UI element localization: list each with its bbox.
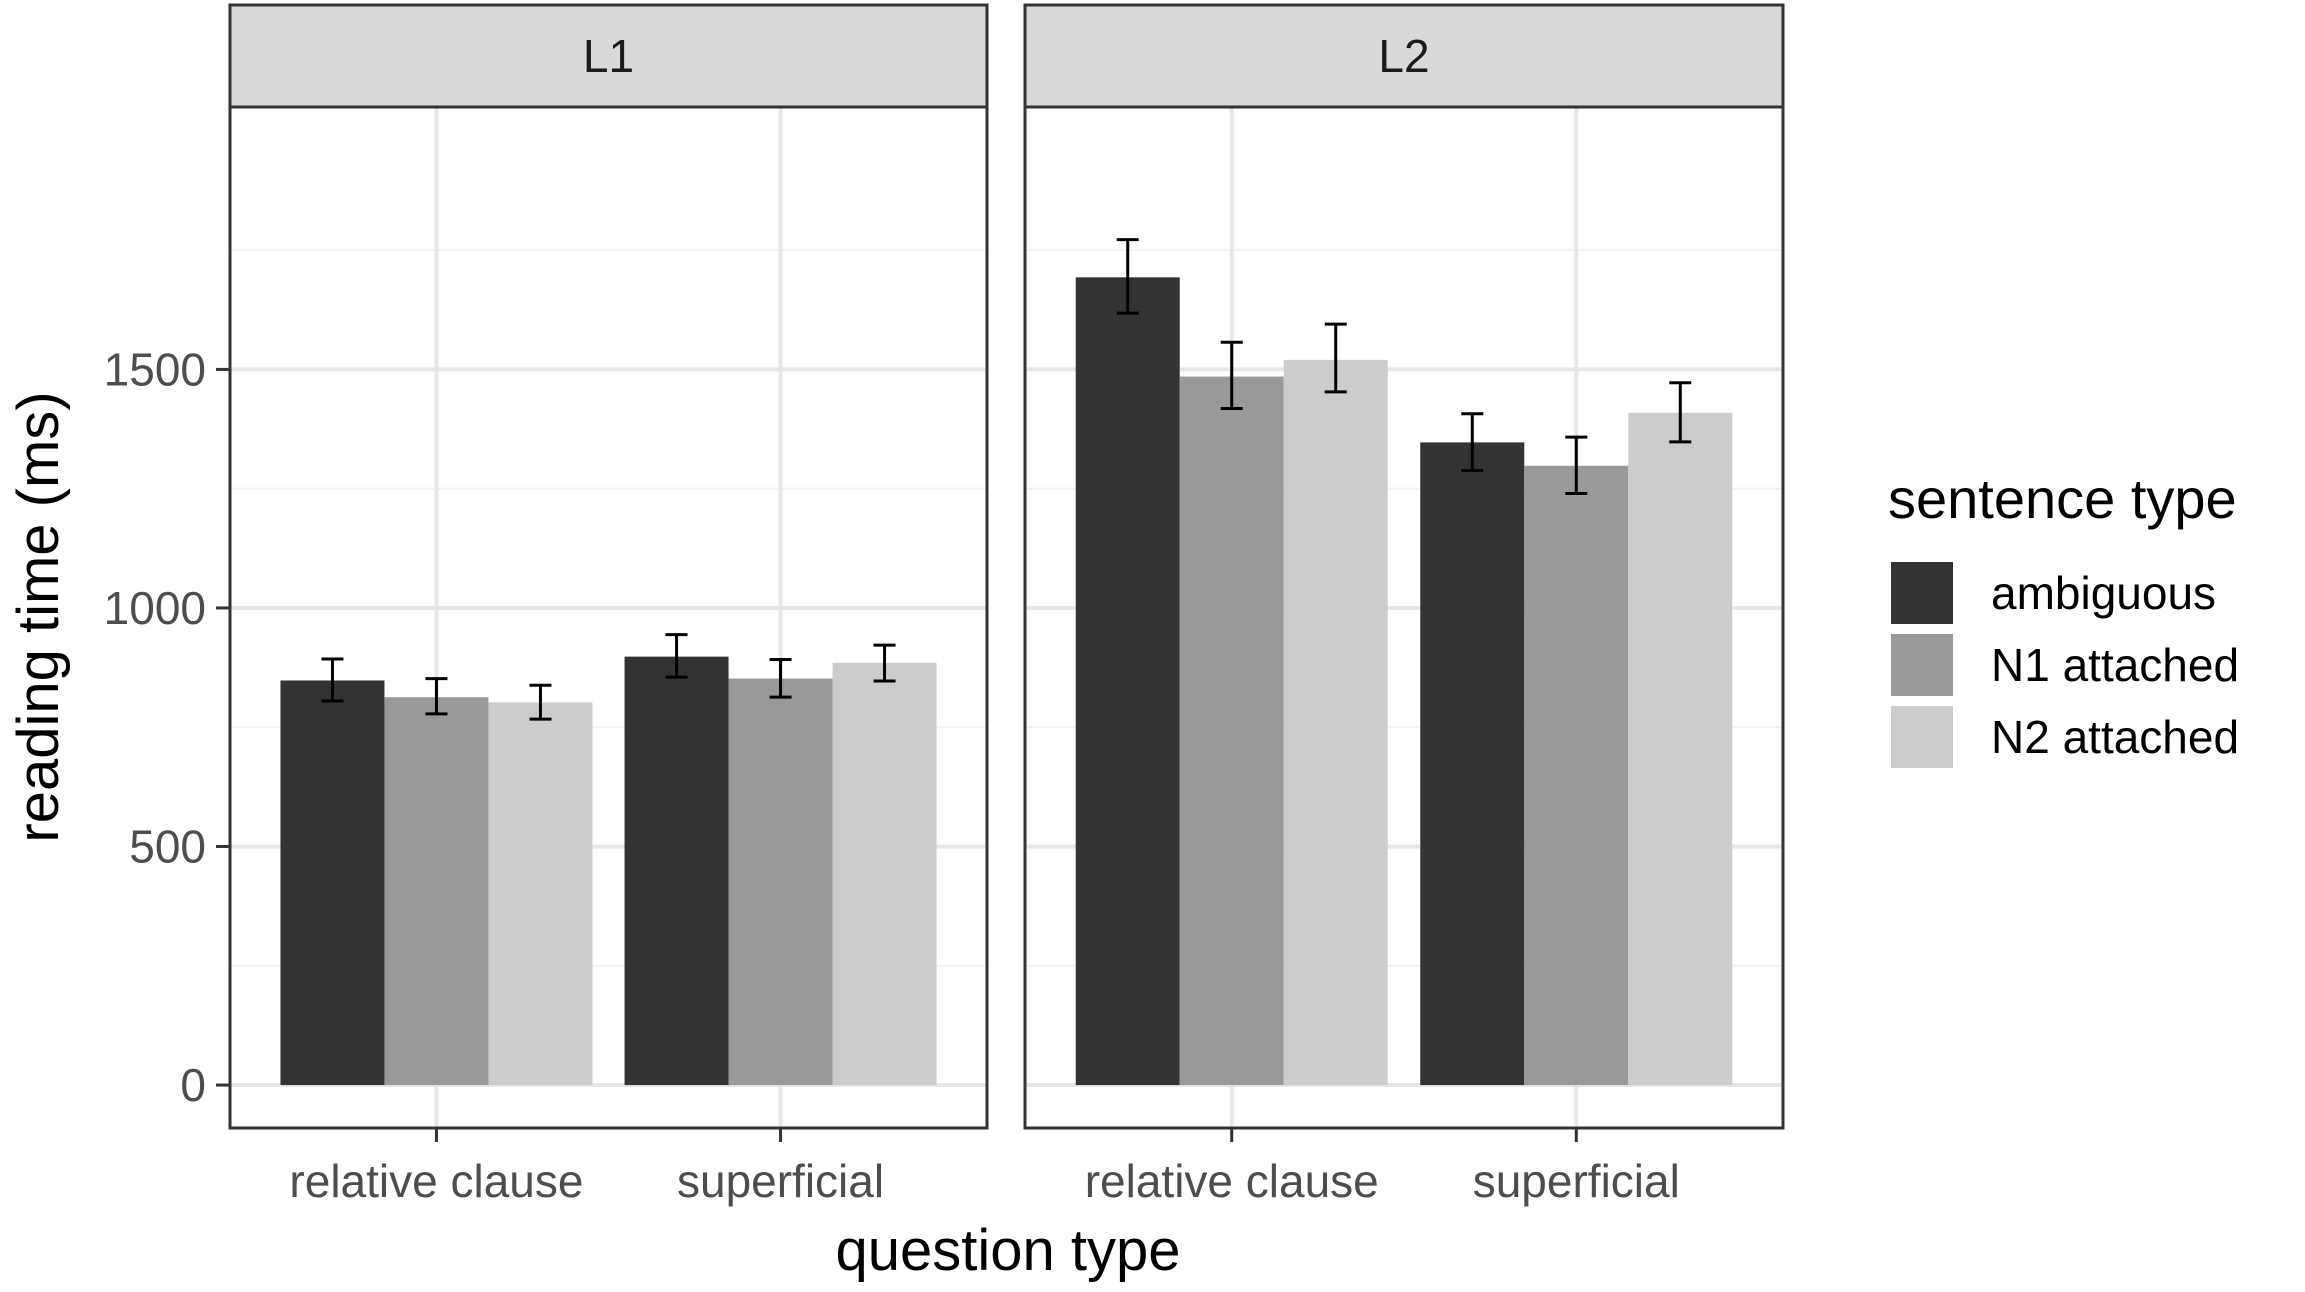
bar-l2-superficial-ambiguous [1420, 442, 1525, 1086]
error-bar [529, 683, 552, 721]
bar-l1-relative-clause-n1-attached [384, 697, 489, 1086]
facet-strip [228, 3, 989, 109]
error-bar [769, 657, 792, 699]
error-bar [873, 643, 896, 683]
x-tick-label: superficial [677, 1155, 884, 1207]
error-bar [321, 657, 344, 703]
legend-title: sentence type [1888, 467, 2237, 530]
facet-strip-label: L2 [1378, 30, 1429, 82]
x-tick-label: relative clause [289, 1155, 583, 1207]
error-bar [1116, 238, 1139, 315]
error-bar [1565, 435, 1588, 495]
legend-key-n1-attached [1891, 634, 1953, 696]
bar-l1-superficial-n2-attached [832, 662, 937, 1086]
y-axis: 0 500 1000 1500 [104, 343, 230, 1111]
bar-l1-superficial-ambiguous [624, 656, 729, 1086]
x-axis-title: question type [835, 1218, 1180, 1283]
bar-l1-relative-clause-n2-attached [488, 702, 593, 1086]
legend-label-n1-attached: N1 attached [1991, 639, 2239, 691]
y-tick-label: 1000 [104, 582, 206, 634]
error-bar [1324, 322, 1347, 394]
bar-l1-superficial-n1-attached [728, 678, 833, 1086]
error-bar [1669, 381, 1692, 444]
facet-strip [1023, 3, 1785, 109]
bar-l2-superficial-n1-attached [1524, 465, 1629, 1086]
facet-panel-l2: L2 relative clause superficial [1023, 3, 1785, 1207]
bar-l2-relative-clause-n1-attached [1179, 376, 1284, 1086]
legend: sentence type ambiguous N1 attached N2 att… [1888, 467, 2239, 768]
y-tick-label: 0 [180, 1059, 206, 1111]
error-bar [1220, 340, 1243, 411]
legend-label-ambiguous: ambiguous [1991, 567, 2216, 619]
y-tick-label: 500 [129, 821, 206, 873]
facet-panel-l1: L1 relative clause superficial [228, 3, 989, 1207]
bar-l1-relative-clause-ambiguous [280, 680, 385, 1086]
y-axis-title: reading time (ms) [6, 391, 71, 842]
bar-l2-relative-clause-n2-attached [1283, 359, 1388, 1086]
error-bar [425, 677, 448, 716]
legend-key-ambiguous [1891, 562, 1953, 624]
facet-strip-label: L1 [583, 30, 634, 82]
legend-key-n2-attached [1891, 706, 1953, 768]
error-bar [1461, 412, 1484, 473]
facet-panels: L1 relative clause superficial L2 relative c… [104, 3, 1785, 1207]
x-tick-label: relative clause [1085, 1155, 1379, 1207]
bar-l2-superficial-n2-attached [1628, 412, 1733, 1086]
x-tick-label: superficial [1473, 1155, 1680, 1207]
legend-label-n2-attached: N2 attached [1991, 711, 2239, 763]
error-bar [665, 633, 688, 679]
y-tick-label: 1500 [104, 343, 206, 395]
bar-l2-relative-clause-ambiguous [1075, 277, 1180, 1086]
